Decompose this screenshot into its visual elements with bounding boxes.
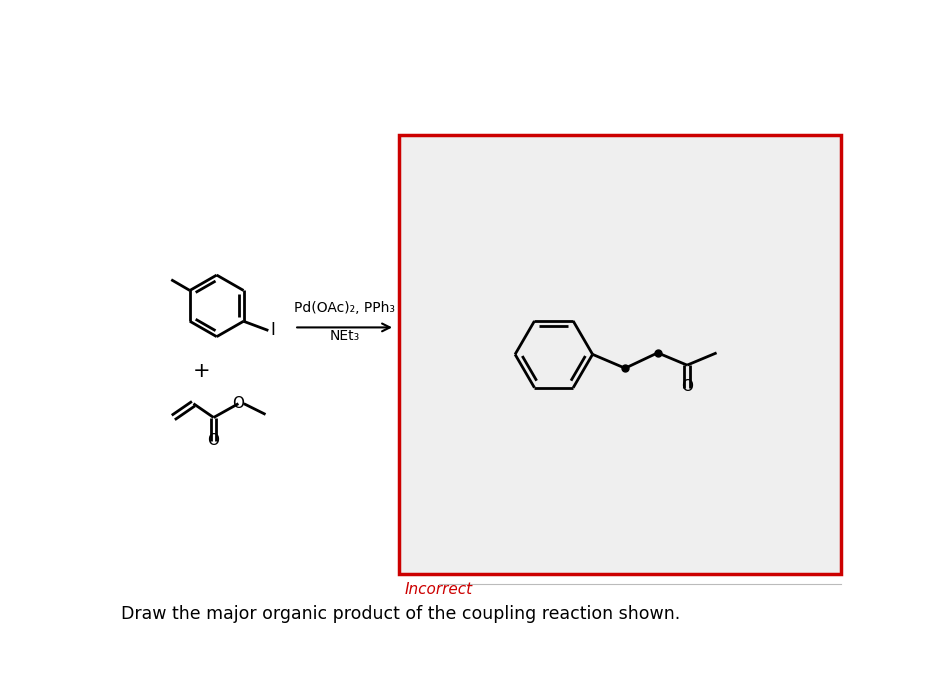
Text: O: O [208, 433, 220, 447]
Text: O: O [232, 396, 244, 411]
Text: Incorrect: Incorrect [404, 581, 473, 596]
Text: Draw the major organic product of the coupling reaction shown.: Draw the major organic product of the co… [121, 605, 681, 623]
Text: NEt₃: NEt₃ [329, 329, 360, 343]
Text: +: + [193, 361, 210, 381]
Text: Pd(OAc)₂, PPh₃: Pd(OAc)₂, PPh₃ [294, 301, 395, 315]
Bar [399, 135, 841, 574]
Text: I: I [270, 321, 274, 339]
Text: O: O [682, 378, 693, 394]
